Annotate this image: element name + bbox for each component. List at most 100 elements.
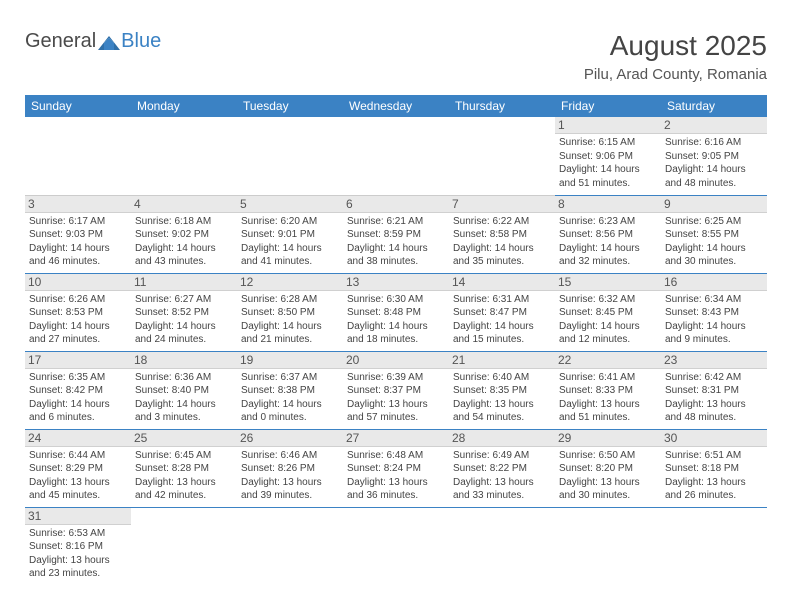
- day-info: Sunrise: 6:16 AMSunset: 9:05 PMDaylight:…: [665, 136, 763, 190]
- day-info: Sunrise: 6:41 AMSunset: 8:33 PMDaylight:…: [559, 371, 657, 425]
- logo: General Blue: [25, 30, 161, 53]
- calendar-cell: 1Sunrise: 6:15 AMSunset: 9:06 PMDaylight…: [555, 117, 661, 195]
- logo-text-blue: Blue: [121, 30, 161, 53]
- day-number: 31: [25, 508, 131, 525]
- day-number: 8: [555, 196, 661, 213]
- day-info: Sunrise: 6:48 AMSunset: 8:24 PMDaylight:…: [347, 449, 445, 503]
- day-number: 20: [343, 352, 449, 369]
- calendar-cell: 23 Sunrise: 6:42 AMSunset: 8:31 PMDayligh…: [661, 351, 767, 429]
- day-info: Sunrise: 6:44 AMSunset: 8:29 PMDaylight:…: [29, 449, 127, 503]
- day-info: Sunrise: 6:37 AMSunset: 8:38 PMDaylight:…: [241, 371, 339, 425]
- weekday-header: Thursday: [449, 95, 555, 117]
- calendar-cell: 25Sunrise: 6:45 AMSunset: 8:28 PMDayligh…: [131, 429, 237, 507]
- day-number: 9: [661, 196, 767, 213]
- day-number: 6: [343, 196, 449, 213]
- day-number: 3: [25, 196, 131, 213]
- calendar-cell: 19Sunrise: 6:37 AMSunset: 8:38 PMDayligh…: [237, 351, 343, 429]
- calendar-cell: 18 Sunrise: 6:36 AMSunset: 8:40 PMDayligh…: [131, 351, 237, 429]
- calendar-row: 31 Sunrise: 6:53 AMSunset: 8:16 PMDayligh…: [25, 507, 767, 585]
- day-info: Sunrise: 6:18 AMSunset: 9:02 PMDaylight:…: [135, 215, 233, 269]
- calendar-row: 3 Sunrise: 6:17 AMSunset: 9:03 PMDaylight…: [25, 195, 767, 273]
- calendar-cell: 21Sunrise: 6:40 AMSunset: 8:35 PMDayligh…: [449, 351, 555, 429]
- day-number: 25: [131, 430, 237, 447]
- day-number: 10: [25, 274, 131, 291]
- day-info: Sunrise: 6:15 AMSunset: 9:06 PMDaylight:…: [559, 136, 657, 190]
- day-info: Sunrise: 6:42 AMSunset: 8:31 PMDaylight:…: [665, 371, 763, 425]
- day-number: 17: [25, 352, 131, 369]
- day-number: 2: [661, 117, 767, 134]
- weekday-header-row: SundayMondayTuesdayWednesdayThursdayFrid…: [25, 95, 767, 117]
- day-number: 12: [237, 274, 343, 291]
- calendar-table: SundayMondayTuesdayWednesdayThursdayFrid…: [25, 95, 767, 585]
- day-info: Sunrise: 6:36 AMSunset: 8:40 PMDaylight:…: [135, 371, 233, 425]
- calendar-cell: 16 Sunrise: 6:34 AMSunset: 8:43 PMDayligh…: [661, 273, 767, 351]
- calendar-cell: 5Sunrise: 6:20 AMSunset: 9:01 PMDaylight…: [237, 195, 343, 273]
- location: Pilu, Arad County, Romania: [584, 66, 767, 83]
- day-info: Sunrise: 6:25 AMSunset: 8:55 PMDaylight:…: [665, 215, 763, 269]
- calendar-cell: [131, 117, 237, 195]
- day-info: Sunrise: 6:17 AMSunset: 9:03 PMDaylight:…: [29, 215, 127, 269]
- day-info: Sunrise: 6:49 AMSunset: 8:22 PMDaylight:…: [453, 449, 551, 503]
- calendar-cell: 26Sunrise: 6:46 AMSunset: 8:26 PMDayligh…: [237, 429, 343, 507]
- day-number: 4: [131, 196, 237, 213]
- day-info: Sunrise: 6:53 AMSunset: 8:16 PMDaylight:…: [29, 527, 127, 581]
- calendar-cell: 15Sunrise: 6:32 AMSunset: 8:45 PMDayligh…: [555, 273, 661, 351]
- day-info: Sunrise: 6:51 AMSunset: 8:18 PMDaylight:…: [665, 449, 763, 503]
- day-number: 29: [555, 430, 661, 447]
- weekday-header: Wednesday: [343, 95, 449, 117]
- calendar-cell: 27 Sunrise: 6:48 AMSunset: 8:24 PMDayligh…: [343, 429, 449, 507]
- calendar-cell: 29 Sunrise: 6:50 AMSunset: 8:20 PMDayligh…: [555, 429, 661, 507]
- calendar-body: 1Sunrise: 6:15 AMSunset: 9:06 PMDaylight…: [25, 117, 767, 585]
- day-number: 18: [131, 352, 237, 369]
- calendar-cell: 22 Sunrise: 6:41 AMSunset: 8:33 PMDayligh…: [555, 351, 661, 429]
- calendar-cell: 4 Sunrise: 6:18 AMSunset: 9:02 PMDaylight…: [131, 195, 237, 273]
- calendar-cell: 12Sunrise: 6:28 AMSunset: 8:50 PMDayligh…: [237, 273, 343, 351]
- day-info: Sunrise: 6:39 AMSunset: 8:37 PMDaylight:…: [347, 371, 445, 425]
- weekday-header: Monday: [131, 95, 237, 117]
- day-info: Sunrise: 6:46 AMSunset: 8:26 PMDaylight:…: [241, 449, 339, 503]
- day-info: Sunrise: 6:23 AMSunset: 8:56 PMDaylight:…: [559, 215, 657, 269]
- calendar-cell: 7Sunrise: 6:22 AMSunset: 8:58 PMDaylight…: [449, 195, 555, 273]
- weekday-header: Saturday: [661, 95, 767, 117]
- weekday-header: Tuesday: [237, 95, 343, 117]
- header: General Blue August 2025 Pilu, Arad Count…: [25, 30, 767, 83]
- day-number: 27: [343, 430, 449, 447]
- calendar-row: 10 Sunrise: 6:26 AMSunset: 8:53 PMDayligh…: [25, 273, 767, 351]
- weekday-header: Sunday: [25, 95, 131, 117]
- day-info: Sunrise: 6:27 AMSunset: 8:52 PMDaylight:…: [135, 293, 233, 347]
- calendar-row: 24 Sunrise: 6:44 AMSunset: 8:29 PMDayligh…: [25, 429, 767, 507]
- calendar-cell: 9 Sunrise: 6:25 AMSunset: 8:55 PMDaylight…: [661, 195, 767, 273]
- calendar-cell: 24 Sunrise: 6:44 AMSunset: 8:29 PMDayligh…: [25, 429, 131, 507]
- day-number: 11: [131, 274, 237, 291]
- calendar-cell: 13Sunrise: 6:30 AMSunset: 8:48 PMDayligh…: [343, 273, 449, 351]
- logo-icon: [98, 33, 120, 47]
- month-title: August 2025: [584, 30, 767, 62]
- calendar-cell: 10 Sunrise: 6:26 AMSunset: 8:53 PMDayligh…: [25, 273, 131, 351]
- day-info: Sunrise: 6:40 AMSunset: 8:35 PMDaylight:…: [453, 371, 551, 425]
- calendar-cell: 30 Sunrise: 6:51 AMSunset: 8:18 PMDayligh…: [661, 429, 767, 507]
- day-info: Sunrise: 6:35 AMSunset: 8:42 PMDaylight:…: [29, 371, 127, 425]
- day-info: Sunrise: 6:26 AMSunset: 8:53 PMDaylight:…: [29, 293, 127, 347]
- calendar-cell: 3 Sunrise: 6:17 AMSunset: 9:03 PMDaylight…: [25, 195, 131, 273]
- calendar-cell: 17 Sunrise: 6:35 AMSunset: 8:42 PMDayligh…: [25, 351, 131, 429]
- calendar-cell: 11 Sunrise: 6:27 AMSunset: 8:52 PMDayligh…: [131, 273, 237, 351]
- day-number: 5: [237, 196, 343, 213]
- calendar-cell: [343, 117, 449, 195]
- day-number: 30: [661, 430, 767, 447]
- day-info: Sunrise: 6:34 AMSunset: 8:43 PMDaylight:…: [665, 293, 763, 347]
- calendar-cell: [131, 507, 237, 585]
- day-number: 22: [555, 352, 661, 369]
- calendar-cell: 6Sunrise: 6:21 AMSunset: 8:59 PMDaylight…: [343, 195, 449, 273]
- day-number: 15: [555, 274, 661, 291]
- day-number: 28: [449, 430, 555, 447]
- day-info: Sunrise: 6:22 AMSunset: 8:58 PMDaylight:…: [453, 215, 551, 269]
- calendar-cell: [555, 507, 661, 585]
- logo-text-general: General: [25, 30, 96, 53]
- day-number: 16: [661, 274, 767, 291]
- day-info: Sunrise: 6:31 AMSunset: 8:47 PMDaylight:…: [453, 293, 551, 347]
- calendar-cell: 14Sunrise: 6:31 AMSunset: 8:47 PMDayligh…: [449, 273, 555, 351]
- day-number: 24: [25, 430, 131, 447]
- calendar-cell: [449, 117, 555, 195]
- day-info: Sunrise: 6:50 AMSunset: 8:20 PMDaylight:…: [559, 449, 657, 503]
- day-number: 23: [661, 352, 767, 369]
